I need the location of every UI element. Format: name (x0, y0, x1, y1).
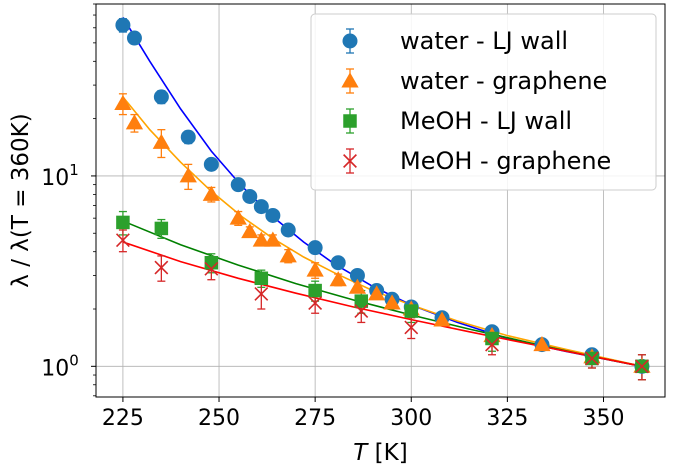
data-point-stroke (585, 351, 599, 366)
legend-entry: water - LJ wall (342, 27, 568, 55)
data-point (153, 89, 169, 105)
data-point (204, 255, 219, 270)
data-point (307, 240, 323, 256)
data-point (116, 215, 130, 230)
data-point-stroke (204, 261, 219, 276)
data-point (341, 72, 359, 88)
data-point (254, 271, 269, 286)
data-point-stroke (485, 337, 499, 352)
data-point (280, 222, 296, 238)
data-point-stroke (308, 296, 323, 310)
data-point (180, 129, 196, 145)
data-point-stroke (354, 304, 369, 319)
data-point (485, 337, 499, 352)
x-tick-label: 325 (486, 406, 528, 431)
data-point (354, 294, 369, 308)
data-point (125, 114, 144, 130)
legend-label: water - graphene (400, 67, 607, 95)
axis-ticks: 225 250 275 300 325 350 100 101 (41, 3, 624, 431)
legend-label: MeOH - LJ wall (400, 107, 572, 135)
data-point (114, 94, 132, 111)
data-point (252, 231, 270, 247)
y-tick-label: 101 (41, 161, 79, 191)
data-point (308, 283, 322, 298)
data-point (330, 255, 346, 271)
legend-label: water - LJ wall (400, 27, 568, 55)
y-tick-label: 100 (41, 351, 79, 381)
data-point (230, 177, 246, 193)
data-point (343, 114, 357, 128)
data-point-stroke (343, 154, 357, 168)
data-point (368, 285, 386, 301)
data-point (115, 233, 130, 248)
data-point (342, 33, 358, 49)
x-tick-label: 250 (198, 406, 240, 431)
data-point (585, 351, 599, 366)
data-point (241, 222, 259, 239)
data-point (202, 185, 220, 201)
data-point-stroke (634, 359, 649, 374)
data-point (329, 271, 347, 287)
data-point-stroke (254, 286, 269, 301)
legend-entry: water - graphene (341, 67, 607, 95)
data-point (343, 154, 357, 168)
data-point (354, 304, 369, 319)
legend-frame (310, 13, 657, 191)
data-point (634, 359, 649, 374)
data-point (264, 231, 282, 247)
legend-entry: MeOH - graphene (343, 147, 611, 175)
data-point (253, 199, 269, 215)
data-point (279, 247, 297, 263)
data-point (433, 311, 451, 327)
data-point (152, 133, 170, 149)
data-point (533, 336, 551, 352)
data-point (349, 267, 365, 283)
data-point (204, 261, 219, 276)
legend-entry: MeOH - LJ wall (343, 107, 572, 135)
y-axis-label: λ / λ(T = 360K) (8, 113, 34, 287)
data-point (229, 209, 247, 225)
data-point (265, 207, 281, 223)
x-axis-label: T [K] (353, 440, 407, 466)
data-point (179, 167, 197, 183)
x-tick-label: 275 (294, 406, 336, 431)
data-point-stroke (115, 233, 130, 248)
data-point (115, 17, 131, 33)
data-point (306, 261, 324, 277)
x-tick-label: 225 (102, 406, 144, 431)
data-point (126, 30, 142, 46)
data-point (308, 296, 323, 310)
data-point (242, 188, 258, 204)
data-point (203, 156, 219, 172)
data-point (348, 278, 367, 294)
data-point (254, 286, 269, 301)
data-point (485, 331, 499, 346)
data-point (404, 304, 419, 318)
data-markers (114, 17, 651, 374)
x-tick-label: 350 (582, 406, 624, 431)
data-point (154, 221, 169, 236)
x-tick-label: 300 (390, 406, 432, 431)
legend: water - LJ wall water - graphene MeOH - LJ… (310, 13, 657, 191)
data-point (383, 294, 401, 310)
data-point (154, 260, 169, 275)
data-point-stroke (154, 260, 169, 275)
plot-frame (95, 3, 666, 398)
data-point (404, 320, 419, 335)
data-point-stroke (404, 320, 419, 335)
legend-label: MeOH - graphene (400, 147, 611, 175)
